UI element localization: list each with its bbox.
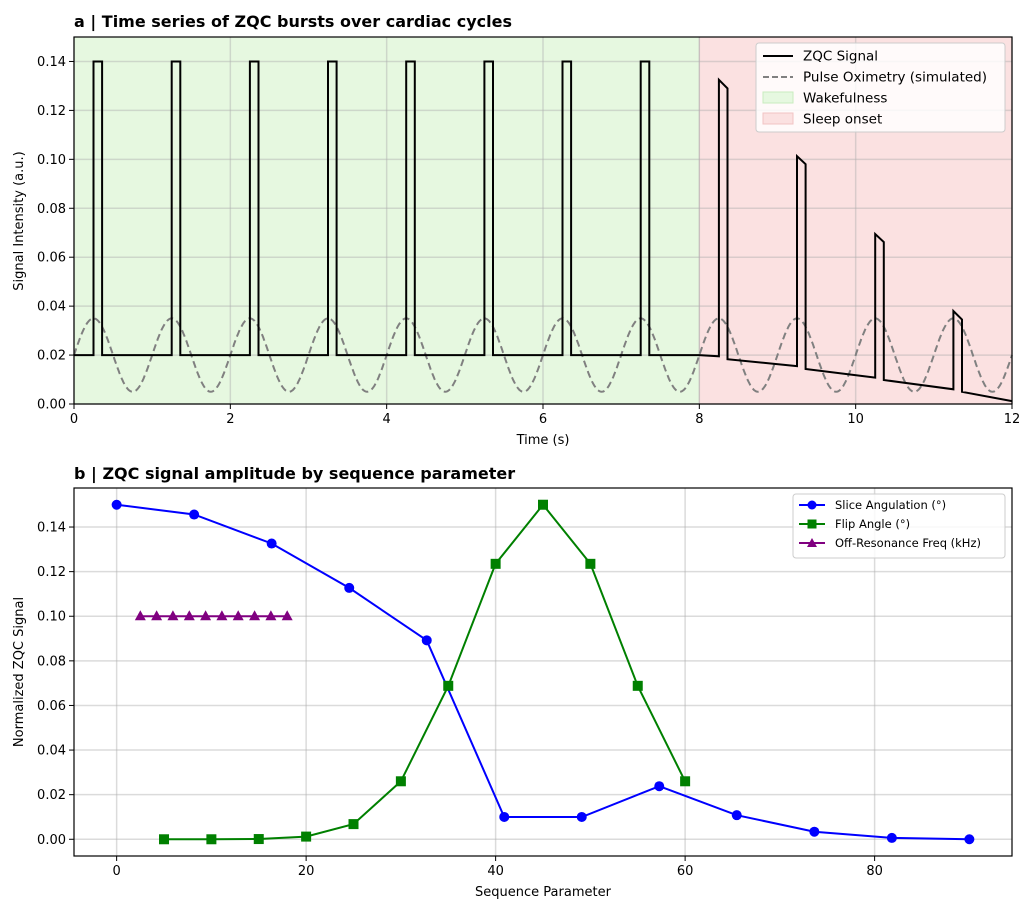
b-slice-angulation-point-6 [576,811,587,822]
b-flip-angle-point-1 [206,834,217,845]
b-flip-angle-point-3 [301,831,312,842]
b-xtick-label-1: 20 [298,864,315,879]
a-ytick-label-7: 0.14 [37,55,66,70]
b-off-resonance-point-4 [200,610,212,621]
b-slice-angulation-point-10 [886,832,897,843]
b-off-resonance-point-1 [151,610,163,621]
b-xtick-label-0: 0 [112,864,120,879]
a-xtick-label-0: 0 [70,412,78,427]
b-legend-label-slice: Slice Angulation (°) [835,498,946,512]
panel-b-title: b | ZQC signal amplitude by sequence par… [74,464,515,484]
a-y-ticks: 0.00 0.02 0.04 0.06 0.08 0.10 0.12 0.14 [37,55,74,413]
b-ytick-label-2: 0.04 [37,744,66,759]
b-off-resonance-point-3 [183,610,195,621]
a-x-ticks: 0 2 4 6 8 10 12 [70,404,1019,427]
b-y-axis-label: Normalized ZQC Signal [12,597,27,747]
b-slice-angulation-point-3 [344,582,355,593]
a-legend-swatch-wake [762,91,794,104]
b-xtick-label-4: 80 [866,864,883,879]
b-slice-angulation-point-2 [266,538,277,549]
b-y-ticks: 0.00 0.02 0.04 0.06 0.08 0.10 0.12 0.14 [37,521,74,848]
b-off-resonance-point-7 [249,610,261,621]
a-ytick-label-5: 0.10 [37,153,66,168]
b-flip-angle-line [164,503,686,841]
b-off-resonance-point-6 [232,610,244,621]
b-flip-angle-point-5 [395,776,406,787]
a-xtick-label-1: 2 [226,412,234,427]
b-ytick-label-3: 0.06 [37,699,66,714]
b-legend-swatch-offres-marker [807,538,817,547]
a-plot-area [73,60,1013,403]
b-legend: Slice Angulation (°) Flip Angle (°) Off-… [792,493,1006,559]
b-x-axis-label: Sequence Parameter [475,885,612,899]
b-ytick-label-6: 0.12 [37,565,66,580]
b-flip-angle-point-6 [443,680,454,691]
b-plot-area [111,499,975,845]
b-legend-swatch-flip-marker [807,519,817,529]
b-flip-angle-point-2 [253,834,264,845]
b-xtick-label-3: 60 [677,864,694,879]
b-flip-angle-point-0 [159,834,170,845]
b-flip-angle-point-7 [490,558,501,569]
a-legend-label-zqc: ZQC Signal [803,49,878,65]
b-slice-angulation-point-5 [499,811,510,822]
b-legend-swatch-slice-marker [807,500,817,510]
b-slice-angulation-point-11 [964,834,975,845]
a-legend-box [755,42,1006,133]
b-off-resonance-point-9 [281,610,293,621]
a-legend-label-sleep: Sleep onset [803,112,882,128]
b-slice-angulation-point-7 [654,781,665,792]
a-ytick-label-2: 0.04 [37,300,66,315]
b-flip-angle-point-9 [585,558,596,569]
a-xtick-label-2: 4 [383,412,391,427]
b-slice-angulation-point-9 [809,826,820,837]
b-off-resonance-point-2 [167,610,179,621]
a-xtick-label-4: 8 [695,412,703,427]
panel-b: b | ZQC signal amplitude by sequence par… [12,464,1013,899]
b-slice-angulation-point-8 [731,810,742,821]
b-x-ticks: 0 20 40 60 80 [112,856,883,879]
panel-a-title: a | Time series of ZQC bursts over cardi… [74,12,512,32]
a-ytick-label-1: 0.02 [37,349,66,364]
b-slice-angulation-line [116,503,970,841]
b-flip-angle-point-4 [348,819,359,830]
b-flip-angle-point-11 [680,776,691,787]
b-legend-label-flip: Flip Angle (°) [835,517,910,531]
b-flip-angle-point-10 [632,680,643,691]
b-slice-angulation-point-0 [111,499,122,510]
b-off-resonance-point-0 [134,610,146,621]
b-legend-label-offres: Off-Resonance Freq (kHz) [835,536,981,550]
a-ytick-label-6: 0.12 [37,104,66,119]
b-ytick-label-1: 0.02 [37,788,66,803]
b-flip-angle-point-8 [538,499,548,510]
b-slice-angulation-point-1 [189,509,200,520]
b-ytick-label-7: 0.14 [37,521,66,536]
a-legend-label-wake: Wakefulness [803,91,887,107]
a-ytick-label-0: 0.00 [37,398,66,413]
b-ytick-label-5: 0.10 [37,610,66,625]
b-off-resonance-point-5 [216,610,228,621]
b-slice-angulation-point-4 [421,635,432,646]
b-ytick-label-4: 0.08 [37,654,66,669]
a-region-0 [74,37,700,404]
a-y-axis-label: Signal Intensity (a.u.) [12,151,27,290]
a-xtick-label-5: 10 [847,412,864,427]
b-legend-box [792,493,1006,559]
b-xtick-label-2: 40 [487,864,504,879]
a-ytick-label-3: 0.06 [37,251,66,266]
a-xtick-label-6: 12 [1004,412,1019,427]
a-zqc-signal-line [74,60,1013,403]
a-ytick-label-4: 0.08 [37,202,66,217]
b-axes-frame [73,487,1013,857]
a-x-axis-label: Time (s) [516,433,570,448]
a-legend: ZQC Signal Pulse Oximetry (simulated) Wa… [755,42,1006,133]
a-legend-label-pulse: Pulse Oximetry (simulated) [803,70,987,86]
b-off-resonance-point-8 [265,610,277,621]
panel-a: a | Time series of ZQC bursts over cardi… [12,12,1019,448]
a-legend-swatch-sleep [762,112,794,125]
b-ytick-label-0: 0.00 [37,833,66,848]
a-xtick-label-3: 6 [539,412,547,427]
